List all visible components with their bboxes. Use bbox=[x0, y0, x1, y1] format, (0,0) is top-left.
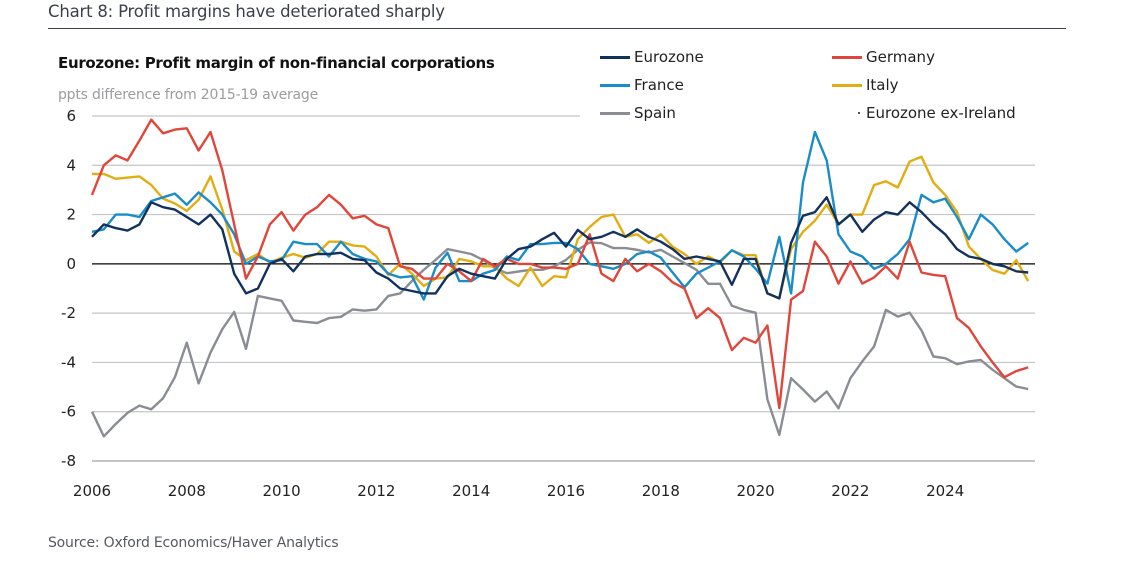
y-tick-label: 2 bbox=[66, 206, 76, 224]
legend-label: Eurozone ex-Ireland bbox=[866, 104, 1016, 122]
legend-dot-marker bbox=[832, 111, 862, 115]
legend-swatch bbox=[832, 55, 862, 59]
legend-item-eurozone-ex-ireland: Eurozone ex-Ireland bbox=[832, 104, 1016, 122]
y-tick-label: -2 bbox=[61, 304, 76, 322]
legend-swatch bbox=[600, 55, 630, 59]
legend-swatch bbox=[832, 83, 862, 87]
legend-item-spain: Spain bbox=[600, 104, 676, 122]
y-tick-label: -6 bbox=[61, 403, 76, 421]
x-tick-label: 2018 bbox=[642, 482, 680, 500]
legend-item-italy: Italy bbox=[832, 76, 899, 94]
y-tick-label: -8 bbox=[61, 452, 76, 470]
legend-label: Italy bbox=[866, 76, 899, 94]
y-tick-label: -4 bbox=[61, 353, 76, 371]
x-tick-label: 2012 bbox=[357, 482, 395, 500]
x-tick-label: 2010 bbox=[263, 482, 301, 500]
series-line-france bbox=[91, 130, 1029, 301]
y-tick-label: 6 bbox=[66, 107, 76, 125]
y-axis-label: ppts difference from 2015-19 average bbox=[58, 87, 319, 103]
x-tick-label: 2024 bbox=[926, 482, 964, 500]
series-line-germany bbox=[90, 118, 1029, 410]
series-line-italy bbox=[92, 155, 1030, 300]
x-tick-label: 2022 bbox=[831, 482, 869, 500]
series-line-spain bbox=[90, 241, 1029, 438]
legend-item-germany: Germany bbox=[832, 48, 935, 66]
legend-item-eurozone: Eurozone bbox=[600, 48, 704, 66]
x-tick-label: 2008 bbox=[168, 482, 206, 500]
heading-divider bbox=[48, 28, 1066, 29]
legend-swatch bbox=[600, 83, 630, 87]
chart-title: Eurozone: Profit margin of non-financial… bbox=[58, 54, 495, 72]
x-tick-label: 2014 bbox=[452, 482, 490, 500]
legend-item-france: France bbox=[600, 76, 684, 94]
chart-heading: Chart 8: Profit margins have deteriorate… bbox=[48, 2, 445, 21]
legend-label: Spain bbox=[634, 104, 676, 122]
source-note: Source: Oxford Economics/Haver Analytics bbox=[48, 535, 339, 551]
series-line-eurozone bbox=[91, 196, 1029, 300]
y-tick-label: 4 bbox=[66, 156, 76, 174]
x-tick-label: 2006 bbox=[73, 482, 111, 500]
legend-swatch bbox=[600, 111, 630, 115]
legend-label: Germany bbox=[866, 48, 935, 66]
legend-label: France bbox=[634, 76, 684, 94]
x-tick-label: 2020 bbox=[737, 482, 775, 500]
x-tick-label: 2016 bbox=[547, 482, 585, 500]
y-tick-label: 0 bbox=[66, 255, 76, 273]
legend-label: Eurozone bbox=[634, 48, 704, 66]
